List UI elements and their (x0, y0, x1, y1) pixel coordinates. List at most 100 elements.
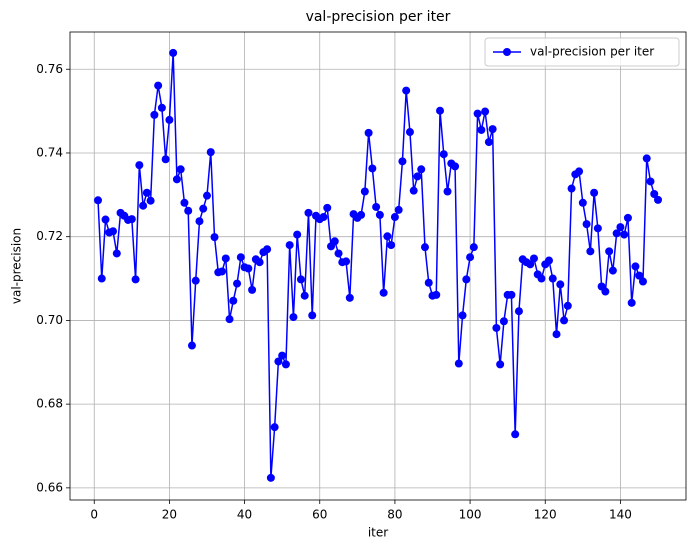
data-point (514, 307, 523, 316)
x-tick-label: 60 (312, 508, 327, 522)
data-point (612, 229, 621, 238)
data-point (605, 247, 614, 256)
data-point (109, 227, 118, 236)
plot-frame (69, 31, 687, 501)
data-point (263, 245, 272, 254)
y-tick-label: 0.70 (36, 313, 63, 327)
data-point (443, 187, 452, 196)
data-point (484, 138, 493, 147)
data-point (638, 277, 647, 286)
data-point (274, 357, 283, 366)
x-tick-label: 20 (162, 508, 177, 522)
data-point (131, 275, 140, 284)
data-point (233, 279, 242, 288)
data-point (161, 155, 170, 164)
data-point (548, 274, 557, 283)
data-point (150, 110, 159, 119)
x-tick-label: 0 (90, 508, 98, 522)
data-point (451, 162, 460, 171)
data-point (623, 213, 632, 222)
chart-title: val-precision per iter (306, 9, 451, 25)
data-point (139, 201, 148, 210)
data-point (390, 213, 399, 222)
data-point (537, 274, 546, 283)
data-point (345, 293, 354, 302)
data-point (112, 249, 121, 258)
legend: val-precision per iter (484, 37, 680, 67)
legend-label: val-precision per iter (530, 45, 654, 59)
data-point (142, 188, 151, 197)
data-point (466, 253, 475, 262)
data-point (394, 205, 403, 214)
data-point (477, 125, 486, 134)
data-point (281, 360, 290, 369)
data-point (593, 224, 602, 233)
data-point (97, 274, 106, 283)
data-point (586, 247, 595, 256)
data-point (488, 125, 497, 134)
y-tick-label: 0.68 (36, 397, 63, 411)
data-point (590, 188, 599, 197)
data-point (545, 256, 554, 265)
data-point (191, 276, 200, 285)
data-point (424, 278, 433, 287)
data-point (236, 253, 245, 262)
data-point (195, 217, 204, 226)
data-point (255, 258, 264, 267)
data-point (499, 317, 508, 326)
data-point (492, 323, 501, 332)
legend-box (484, 37, 680, 67)
data-point (206, 148, 215, 157)
data-point (127, 215, 136, 224)
data-point (511, 430, 520, 439)
data-point (375, 210, 384, 219)
data-point (101, 215, 110, 224)
data-point (417, 165, 426, 174)
x-axis-label: iter (368, 526, 388, 540)
plot-area (94, 48, 662, 482)
data-point (308, 311, 317, 320)
data-point (180, 198, 189, 207)
data-point (319, 213, 328, 222)
data-point (202, 191, 211, 200)
data-point (372, 202, 381, 211)
data-point (176, 165, 185, 174)
data-point (582, 220, 591, 229)
data-point (383, 232, 392, 241)
data-point (496, 360, 505, 369)
data-point (567, 184, 576, 193)
data-point (616, 223, 625, 232)
y-axis-label: val-precision (10, 228, 24, 304)
data-point (454, 359, 463, 368)
data-point (458, 311, 467, 320)
data-point (285, 241, 294, 250)
data-point (210, 233, 219, 242)
data-point (654, 195, 662, 204)
data-point (270, 423, 279, 432)
data-point (172, 175, 181, 184)
data-point (334, 249, 343, 258)
data-point (409, 186, 418, 195)
data-point (330, 237, 339, 246)
y-tick-label: 0.66 (36, 480, 63, 494)
data-point (481, 107, 490, 116)
data-point (560, 316, 569, 325)
data-point (420, 243, 429, 252)
data-point (184, 206, 193, 215)
data-point (165, 115, 174, 124)
data-point (342, 257, 351, 266)
data-point (229, 296, 238, 305)
data-point (413, 172, 422, 181)
data-point (244, 264, 253, 273)
y-tick-label: 0.72 (36, 229, 63, 243)
data-point (642, 154, 651, 163)
data-point (620, 230, 629, 239)
data-point (293, 230, 302, 239)
grid (70, 32, 686, 500)
data-point (552, 330, 561, 339)
data-point (563, 301, 572, 310)
data-point (296, 275, 305, 284)
data-point (357, 210, 366, 219)
data-point (405, 128, 414, 137)
data-point (225, 315, 234, 324)
